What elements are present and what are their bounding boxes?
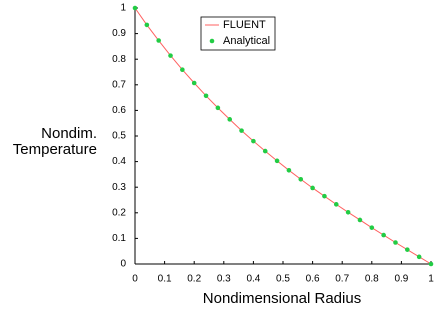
marker	[405, 247, 410, 252]
marker	[132, 5, 138, 11]
y-tick-label: 0	[120, 259, 126, 270]
marker	[345, 209, 351, 215]
legend-swatch	[209, 38, 215, 44]
y-axis-label: Nondim.	[41, 125, 97, 142]
marker	[180, 67, 185, 72]
y-tick-label: 0.2	[112, 207, 126, 218]
marker	[239, 128, 244, 133]
marker	[251, 138, 256, 144]
x-tick-label: 0	[132, 274, 138, 285]
marker	[322, 193, 327, 199]
marker	[215, 105, 221, 111]
y-tick-label: 0.6	[112, 105, 126, 116]
x-tick-label: 0.6	[306, 274, 320, 285]
marker	[262, 148, 268, 154]
marker	[274, 158, 280, 164]
legend-label: Analytical	[223, 35, 270, 47]
y-tick-label: 0.5	[112, 131, 126, 142]
marker	[357, 217, 363, 223]
marker	[203, 93, 209, 99]
y-tick-label: 0.1	[112, 233, 126, 244]
marker	[369, 225, 375, 230]
marker	[428, 261, 434, 267]
x-tick-label: 0.8	[365, 274, 379, 285]
x-tick-label: 0.5	[276, 274, 290, 285]
marker	[144, 22, 150, 28]
y-tick-label: 0.8	[112, 54, 126, 65]
marker	[286, 168, 292, 173]
marker	[381, 232, 386, 238]
marker	[333, 202, 339, 207]
x-tick-label: 1	[428, 274, 434, 285]
y-tick-label: 0.7	[112, 79, 126, 90]
legend-box	[200, 16, 276, 51]
x-tick-label: 0.1	[158, 274, 172, 285]
y-tick-label: 1	[120, 3, 126, 14]
marker	[416, 254, 422, 260]
marker	[227, 117, 233, 122]
x-tick-label: 0.7	[335, 274, 349, 285]
legend-label: FLUENT	[223, 19, 266, 31]
y-tick-label: 0.9	[112, 28, 126, 39]
x-tick-label: 0.4	[246, 274, 260, 285]
marker	[191, 80, 197, 86]
y-tick-label: 0.3	[112, 182, 126, 193]
x-tick-label: 0.9	[394, 274, 408, 285]
line	[134, 7, 432, 265]
marker	[393, 240, 398, 245]
x-axis-label: Nondimensional Radius	[203, 290, 361, 307]
x-tick-label: 0.2	[187, 274, 201, 285]
marker	[168, 53, 173, 58]
marker	[298, 176, 304, 182]
y-tick-label: 0.4	[112, 156, 126, 167]
marker	[310, 185, 315, 191]
y-axis-label: Temperature	[13, 141, 97, 158]
x-tick-label: 0.3	[217, 274, 231, 285]
marker	[156, 38, 161, 43]
